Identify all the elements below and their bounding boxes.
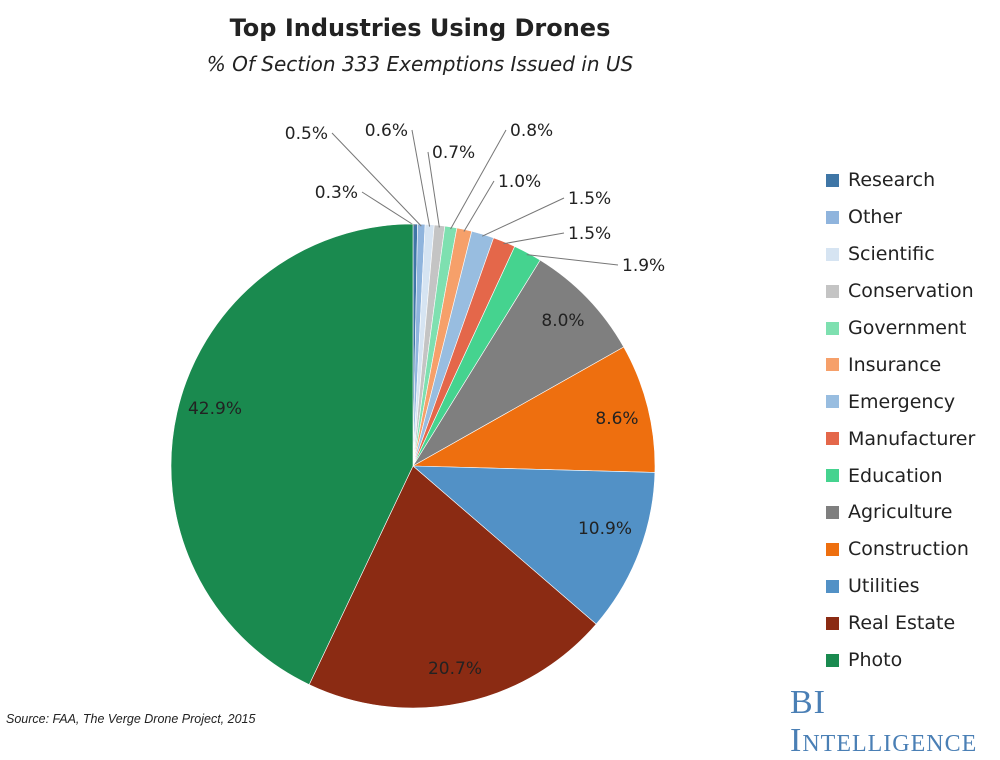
leader-line [463, 180, 495, 232]
data-label: 8.6% [595, 409, 638, 429]
leader-line [481, 197, 565, 237]
leader-line [503, 232, 565, 245]
leader-line [427, 151, 440, 228]
legend-item: Construction [826, 531, 975, 568]
legend-swatch [826, 358, 839, 372]
legend-swatch [826, 321, 839, 335]
pie-chart: 0.3% 0.5% 0.6% 0.7% 0.8% 1.0% 1.5% 1.5% 1.9% 8.0%… [170, 121, 665, 709]
legend-swatch [826, 284, 839, 298]
legend-label: Government [848, 317, 967, 339]
data-label: 1.5% [568, 224, 611, 244]
legend-swatch [826, 210, 839, 224]
data-label: 0.3% [315, 183, 358, 203]
brand-logo: BI Intelligence [790, 684, 978, 759]
legend-swatch [826, 173, 839, 187]
legend-swatch [826, 616, 839, 630]
pie-slice-construction [411, 346, 656, 473]
legend-label: Education [848, 464, 943, 487]
legend-item: Emergency [826, 383, 975, 420]
legend-swatch [826, 505, 839, 519]
data-label: 42.9% [188, 399, 242, 419]
legend-label: Emergency [848, 390, 956, 413]
legend-item: Other [826, 199, 975, 236]
source-note: Source: FAA, The Verge Drone Project, 20… [6, 712, 256, 726]
legend-item: Utilities [826, 568, 975, 605]
chart-title: Top Industries Using Drones [229, 14, 611, 42]
leader-line [361, 191, 416, 227]
legend-item: Scientific [826, 236, 975, 273]
legend-label: Construction [848, 538, 969, 561]
leader-line [411, 129, 431, 227]
legend-label: Conservation [848, 280, 974, 303]
data-label: 10.9% [578, 519, 632, 539]
legend-item: Research [826, 162, 975, 199]
legend-swatch [826, 653, 839, 667]
legend-label: Other [848, 206, 902, 229]
data-label: 0.6% [365, 121, 408, 141]
data-label: 20.7% [428, 659, 482, 679]
legend-label: Manufacturer [848, 427, 976, 450]
legend-item: Insurance [826, 346, 975, 383]
legend-item: Conservation [826, 273, 975, 310]
legend-item: Education [826, 457, 975, 494]
legend-label: Agriculture [848, 501, 953, 524]
legend-item: Real Estate [826, 605, 975, 642]
leader-line [526, 254, 619, 266]
legend-item: Government [826, 310, 975, 347]
legend-swatch [826, 247, 839, 261]
legend-label: Insurance [848, 353, 942, 376]
legend-label: Photo [848, 649, 903, 672]
legend-swatch [826, 469, 839, 483]
legend: Research Other Scientific Conservation Gover… [826, 162, 975, 678]
legend-label: Real Estate [848, 612, 956, 635]
legend-swatch [826, 579, 839, 593]
leader-line [450, 129, 507, 230]
legend-swatch [826, 542, 839, 556]
data-label: 0.7% [432, 143, 475, 163]
legend-swatch [826, 395, 839, 409]
data-label: 0.8% [510, 121, 553, 141]
data-label: 1.5% [568, 189, 611, 209]
legend-item: Photo [826, 642, 975, 679]
data-label: 1.0% [498, 172, 541, 192]
pie-slice-real-estate [308, 465, 597, 709]
data-label: 1.9% [622, 256, 665, 276]
legend-swatch [826, 432, 839, 446]
pie-slice-utilities [412, 465, 656, 625]
legend-label: Research [848, 169, 936, 192]
pie-slice-photo [170, 223, 414, 685]
legend-label: Utilities [848, 575, 920, 598]
pie-slice-agriculture [412, 259, 625, 467]
data-label: 0.5% [285, 124, 328, 144]
data-label: 8.0% [541, 311, 584, 331]
legend-label: Scientific [848, 243, 935, 266]
legend-item: Manufacturer [826, 420, 975, 457]
legend-item: Agriculture [826, 494, 975, 531]
chart-subtitle: % Of Section 333 Exemptions Issued in US [206, 52, 634, 76]
leader-line [331, 132, 422, 227]
